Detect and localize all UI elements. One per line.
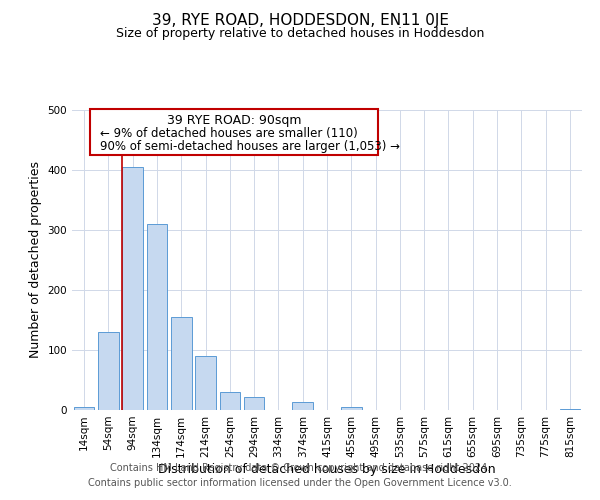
Bar [74, 407, 94, 410]
X-axis label: Distribution of detached houses by size in Hoddesdon: Distribution of detached houses by size … [158, 462, 496, 475]
Bar [560, 409, 580, 410]
FancyBboxPatch shape [90, 108, 378, 155]
Text: 90% of semi-detached houses are larger (1,053) →: 90% of semi-detached houses are larger (… [100, 140, 400, 153]
Y-axis label: Number of detached properties: Number of detached properties [29, 162, 42, 358]
Text: Size of property relative to detached houses in Hoddesdon: Size of property relative to detached ho… [116, 28, 484, 40]
Bar [171, 317, 191, 410]
Bar [292, 402, 313, 410]
Bar [122, 167, 143, 410]
Bar [341, 407, 362, 410]
Bar [195, 356, 216, 410]
Text: 39, RYE ROAD, HODDESDON, EN11 0JE: 39, RYE ROAD, HODDESDON, EN11 0JE [151, 12, 449, 28]
Text: Contains HM Land Registry data © Crown copyright and database right 2024.
Contai: Contains HM Land Registry data © Crown c… [88, 462, 512, 487]
Bar [146, 224, 167, 410]
Bar [220, 392, 240, 410]
Bar [244, 397, 265, 410]
Text: ← 9% of detached houses are smaller (110): ← 9% of detached houses are smaller (110… [100, 128, 358, 140]
Bar [98, 332, 119, 410]
Text: 39 RYE ROAD: 90sqm: 39 RYE ROAD: 90sqm [167, 114, 301, 126]
